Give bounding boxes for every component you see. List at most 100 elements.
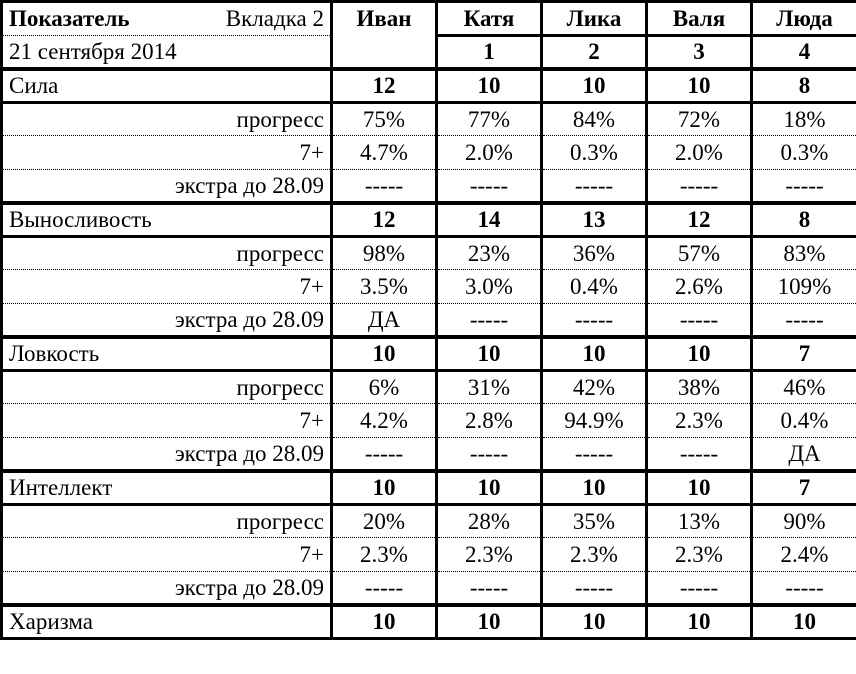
sub-value: 2.8%: [435, 403, 542, 438]
sub-value: 4.7%: [330, 135, 437, 170]
header-title: Показатель: [9, 6, 130, 32]
sub-row-extra: экстра до 28.09 ----- ----- ----- ----- -----: [0, 570, 856, 605]
sub-row-seven-plus: 7+ 3.5% 3.0% 0.4% 2.6% 109%: [0, 269, 856, 304]
stat-value: 10: [645, 602, 752, 640]
sub-label: прогресс: [0, 101, 332, 136]
sub-label: 7+: [0, 269, 332, 304]
sub-value: 109%: [750, 269, 856, 304]
sub-row-seven-plus: 7+ 4.2% 2.8% 94.9% 2.3% 0.4%: [0, 403, 856, 438]
sub-label: 7+: [0, 403, 332, 438]
sub-value: 57%: [645, 235, 752, 270]
sub-value: -----: [435, 570, 542, 605]
stat-value: 14: [435, 200, 542, 238]
sub-value: -----: [645, 168, 752, 203]
column-header-name: Валя: [645, 0, 752, 36]
stat-name: Харизма: [0, 602, 332, 640]
header-row-numbers: 21 сентября 2014 1 2 3 4: [0, 33, 856, 69]
stat-row: Харизма 10 10 10 10 10: [0, 602, 856, 640]
sub-value: 83%: [750, 235, 856, 270]
stat-row: Выносливость 12 14 13 12 8: [0, 200, 856, 238]
sub-label: прогресс: [0, 235, 332, 270]
sub-value: -----: [330, 168, 437, 203]
sub-row-extra: экстра до 28.09 ДА ----- ----- ----- -----: [0, 302, 856, 337]
sub-value: ДА: [330, 302, 437, 337]
sub-value: -----: [540, 436, 647, 471]
stat-value: 10: [435, 66, 542, 104]
stat-value: 10: [540, 334, 647, 372]
column-number: 1: [435, 33, 542, 69]
stat-value: 13: [540, 200, 647, 238]
sub-value: 2.3%: [645, 403, 752, 438]
sub-value: 0.4%: [750, 403, 856, 438]
stat-row: Сила 12 10 10 10 8: [0, 66, 856, 104]
sub-value: -----: [540, 302, 647, 337]
sub-label: экстра до 28.09: [0, 570, 332, 605]
header-row-names: Показатель Вкладка 2 Иван Катя Лика Валя…: [0, 0, 856, 69]
stat-name: Сила: [0, 66, 332, 104]
date-text: 21 сентября 2014: [9, 38, 177, 64]
sub-row-progress: прогресс 6% 31% 42% 38% 46%: [0, 369, 856, 404]
stat-value: 10: [645, 468, 752, 506]
sub-value: 2.3%: [540, 537, 647, 572]
sub-value: 3.0%: [435, 269, 542, 304]
sub-value: -----: [750, 168, 856, 203]
stat-name: Ловкость: [0, 334, 332, 372]
column-header-ivan: Иван: [330, 0, 437, 69]
stat-value: 10: [645, 334, 752, 372]
column-number: 4: [750, 33, 856, 69]
column-number: 2: [540, 33, 647, 69]
sub-value: 90%: [750, 503, 856, 538]
sub-value: 2.0%: [645, 135, 752, 170]
sub-label: экстра до 28.09: [0, 436, 332, 471]
stat-value: 10: [540, 602, 647, 640]
sub-value: 2.6%: [645, 269, 752, 304]
sub-row-seven-plus: 7+ 2.3% 2.3% 2.3% 2.3% 2.4%: [0, 537, 856, 572]
sub-label: 7+: [0, 135, 332, 170]
stat-value: 10: [330, 602, 437, 640]
sub-value: 35%: [540, 503, 647, 538]
stat-value: 7: [750, 334, 856, 372]
sub-value: -----: [750, 570, 856, 605]
stat-row: Интеллект 10 10 10 10 7: [0, 468, 856, 506]
sub-value: 72%: [645, 101, 752, 136]
sub-value: 2.3%: [330, 537, 437, 572]
stat-value: 10: [435, 334, 542, 372]
sub-label: прогресс: [0, 369, 332, 404]
stat-value: 10: [435, 602, 542, 640]
sub-value: -----: [540, 168, 647, 203]
sub-value: 3.5%: [330, 269, 437, 304]
stats-table: Показатель Вкладка 2 Иван Катя Лика Валя…: [0, 0, 856, 640]
stat-value: 12: [330, 66, 437, 104]
sub-value: 6%: [330, 369, 437, 404]
stat-value: 10: [330, 468, 437, 506]
sub-value: 4.2%: [330, 403, 437, 438]
sub-row-progress: прогресс 75% 77% 84% 72% 18%: [0, 101, 856, 136]
sub-value: 13%: [645, 503, 752, 538]
sub-value: 31%: [435, 369, 542, 404]
stat-value: 10: [435, 468, 542, 506]
sub-label: экстра до 28.09: [0, 302, 332, 337]
sub-label: прогресс: [0, 503, 332, 538]
sub-value: -----: [435, 168, 542, 203]
column-number: 3: [645, 33, 752, 69]
stat-value: 10: [645, 66, 752, 104]
sub-value: 2.4%: [750, 537, 856, 572]
stat-value: 10: [540, 66, 647, 104]
stat-row: Ловкость 10 10 10 10 7: [0, 334, 856, 372]
sub-value: -----: [645, 302, 752, 337]
sub-row-progress: прогресс 98% 23% 36% 57% 83%: [0, 235, 856, 270]
sub-value: 28%: [435, 503, 542, 538]
stat-value: 8: [750, 66, 856, 104]
stat-value: 10: [750, 602, 856, 640]
sub-value: 77%: [435, 101, 542, 136]
sub-value: 38%: [645, 369, 752, 404]
sub-value: 0.3%: [750, 135, 856, 170]
sub-value: 94.9%: [540, 403, 647, 438]
stat-name: Выносливость: [0, 200, 332, 238]
stat-value: 12: [645, 200, 752, 238]
stat-value: 10: [540, 468, 647, 506]
header-tab: Вкладка 2: [225, 6, 324, 32]
sub-value: 46%: [750, 369, 856, 404]
sub-value: 2.3%: [435, 537, 542, 572]
sub-value: -----: [330, 570, 437, 605]
